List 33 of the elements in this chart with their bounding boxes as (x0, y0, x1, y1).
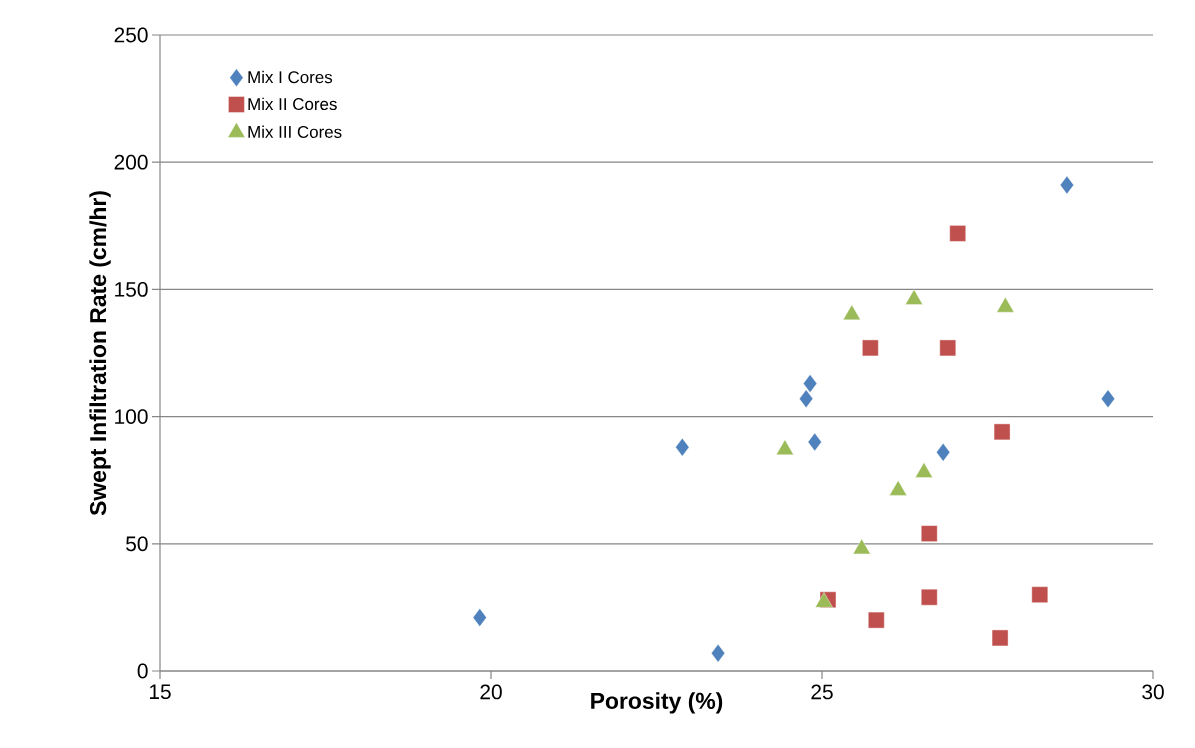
x-tick-label: 25 (811, 684, 833, 700)
point (799, 389, 814, 408)
point (936, 443, 951, 462)
y-tick-label: 0 (137, 663, 148, 679)
legend-label: Mix I Cores (248, 70, 333, 84)
x-axis-title: Porosity (%) (591, 692, 723, 714)
y-tick-label: 100 (115, 409, 148, 424)
legend-label: Mix III Cores (248, 125, 342, 138)
y-tick-label: 200 (114, 154, 148, 170)
point (921, 525, 938, 542)
point (1101, 389, 1115, 408)
point (1060, 175, 1074, 195)
legend-label: Mix II Cores (248, 97, 337, 111)
point (472, 608, 487, 627)
y-tick-label: 150 (115, 281, 148, 297)
y-tick-label: 250 (114, 27, 148, 43)
point (711, 643, 726, 663)
point (1031, 586, 1049, 603)
point (921, 589, 938, 606)
point (675, 437, 690, 457)
point (939, 339, 956, 357)
point (807, 432, 822, 452)
x-tick-label: 15 (149, 684, 171, 700)
y-tick-label: 50 (126, 536, 148, 552)
point (862, 339, 879, 357)
point (803, 374, 818, 393)
x-tick-label: 20 (480, 684, 502, 700)
point (868, 611, 885, 629)
point (991, 629, 1009, 647)
point (949, 225, 966, 242)
y-axis-title: Swept Infiltration Rate (cm/hr) (89, 191, 111, 516)
x-tick-label: 30 (1142, 684, 1164, 700)
point (993, 423, 1011, 441)
